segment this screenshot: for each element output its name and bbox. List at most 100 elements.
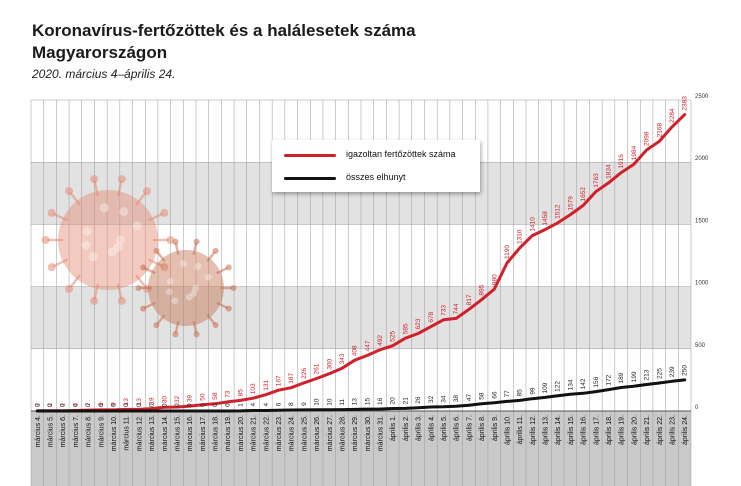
data-label-deaths: 85 [517,389,524,397]
data-label-infected: 39 [187,395,194,403]
virus-spike [135,191,147,206]
data-label-deaths: 8 [288,402,295,406]
x-tick-label: március 12. [136,415,143,451]
legend-label-infected: igazoltan fertőzöttek száma [346,149,456,159]
data-label-infected: 13 [136,398,143,406]
x-tick-label: március 26. [314,415,321,451]
data-label-infected: 1190 [504,245,511,259]
virus-spike [156,313,166,325]
virus-spike-tip [117,296,126,305]
data-label-deaths: 0 [199,403,206,407]
data-label-infected: 1512 [555,204,562,219]
x-tick-label: április 4. [428,415,435,441]
legend: igazoltan fertőzöttek száma összes elhun… [272,140,480,192]
virus-illustration-large [41,175,175,305]
data-label-deaths: 122 [555,381,562,392]
virus-spike [148,212,164,222]
virus-spot [192,284,199,292]
x-tick-label: március 22. [263,415,270,451]
virus-spot [88,252,98,262]
data-label-deaths: 11 [339,398,346,405]
data-label-infected: 300 [326,358,333,369]
virus-spot [166,278,174,285]
data-label-infected: 2168 [656,122,663,137]
data-label-infected: 678 [428,311,435,322]
x-tick-label: március 5. [48,415,55,447]
x-tick-label: március 10. [111,415,118,451]
x-tick-label: március 28. [339,415,346,451]
x-tick-label: április 3. [416,415,423,441]
data-label-deaths: 77 [504,390,511,398]
virus-spike-tip [230,284,237,292]
x-tick-label: április 12. [530,415,537,445]
virus-spike-tip [135,284,142,292]
x-tick-label: április 16. [581,415,588,445]
data-label-deaths: 0 [47,403,54,407]
data-label-deaths: 250 [682,365,689,376]
x-tick-label: április 14. [555,415,562,445]
data-label-deaths: 213 [644,369,651,380]
data-label-infected: 73 [225,390,232,398]
data-label-infected: 19 [149,397,156,405]
data-label-infected: 167 [276,375,283,386]
data-label-infected: 9 [111,402,118,406]
x-tick-label: április 22. [657,415,664,445]
data-label-infected: 733 [441,305,448,316]
data-label-deaths: 26 [415,396,422,404]
virus-spike [116,283,123,300]
virus-spike [192,321,198,334]
x-tick-label: április 9. [492,415,499,441]
data-label-deaths: 0 [111,403,118,407]
virus-illustration-small [135,238,237,338]
x-tick-label: április 21. [644,415,651,445]
x-tick-label: április 17. [593,415,600,445]
virus-spike [69,191,81,206]
virus-spike [206,251,216,263]
data-label-infected: 103 [250,383,257,394]
virus-spike-tip [225,305,232,312]
data-label-deaths: 16 [377,397,384,405]
data-label-deaths: 0 [60,403,67,407]
data-label-deaths: 21 [402,397,409,405]
data-label-deaths: 239 [669,366,676,377]
data-label-deaths: 66 [491,391,498,399]
data-label-infected: 408 [352,345,359,356]
x-tick-label: április 24. [682,415,689,445]
x-tick-label: március 14. [162,415,169,451]
virus-spike-tip [160,208,169,217]
chart-subtitle: 2020. március 4–április 24. [32,67,176,81]
virus-spike [174,321,180,334]
x-tick-label: március 20. [238,415,245,451]
x-tick-label: március 8. [86,415,93,447]
data-label-deaths: 32 [428,395,435,403]
virus-spot [190,290,198,297]
x-tick-label: április 13. [543,415,550,445]
data-label-deaths: 4 [250,403,257,407]
series-line-infected [35,113,687,413]
x-tick-label: április 5. [441,415,448,441]
data-label-infected: 1410 [529,217,536,232]
data-label-deaths: 38 [453,395,460,403]
x-tick-label: április 11. [517,415,524,444]
data-label-deaths: 0 [187,403,194,407]
data-label-infected: 744 [453,303,460,314]
virus-spike [93,180,100,197]
data-label-deaths: 47 [466,394,473,402]
data-label-infected: 2 [60,403,67,407]
legend-swatch-infected [284,154,336,157]
series-line-deaths [35,378,687,413]
legend-label-deaths: összes elhunyt [346,172,406,182]
x-tick-label: március 25. [301,415,308,451]
virus-spike [216,301,229,310]
virus-spot [81,240,91,250]
virus-spike-tip [153,247,160,254]
virus-spike [52,212,68,222]
virus-spike-tip [117,175,126,184]
data-label-infected: 817 [466,294,473,305]
x-tick-label: március 4. [35,415,42,447]
x-tick-label: március 19. [225,415,232,451]
data-label-infected: 492 [377,335,384,346]
virus-spot [119,207,129,217]
virus-spike-tip [90,296,99,305]
virus-spike-tip [225,264,232,271]
